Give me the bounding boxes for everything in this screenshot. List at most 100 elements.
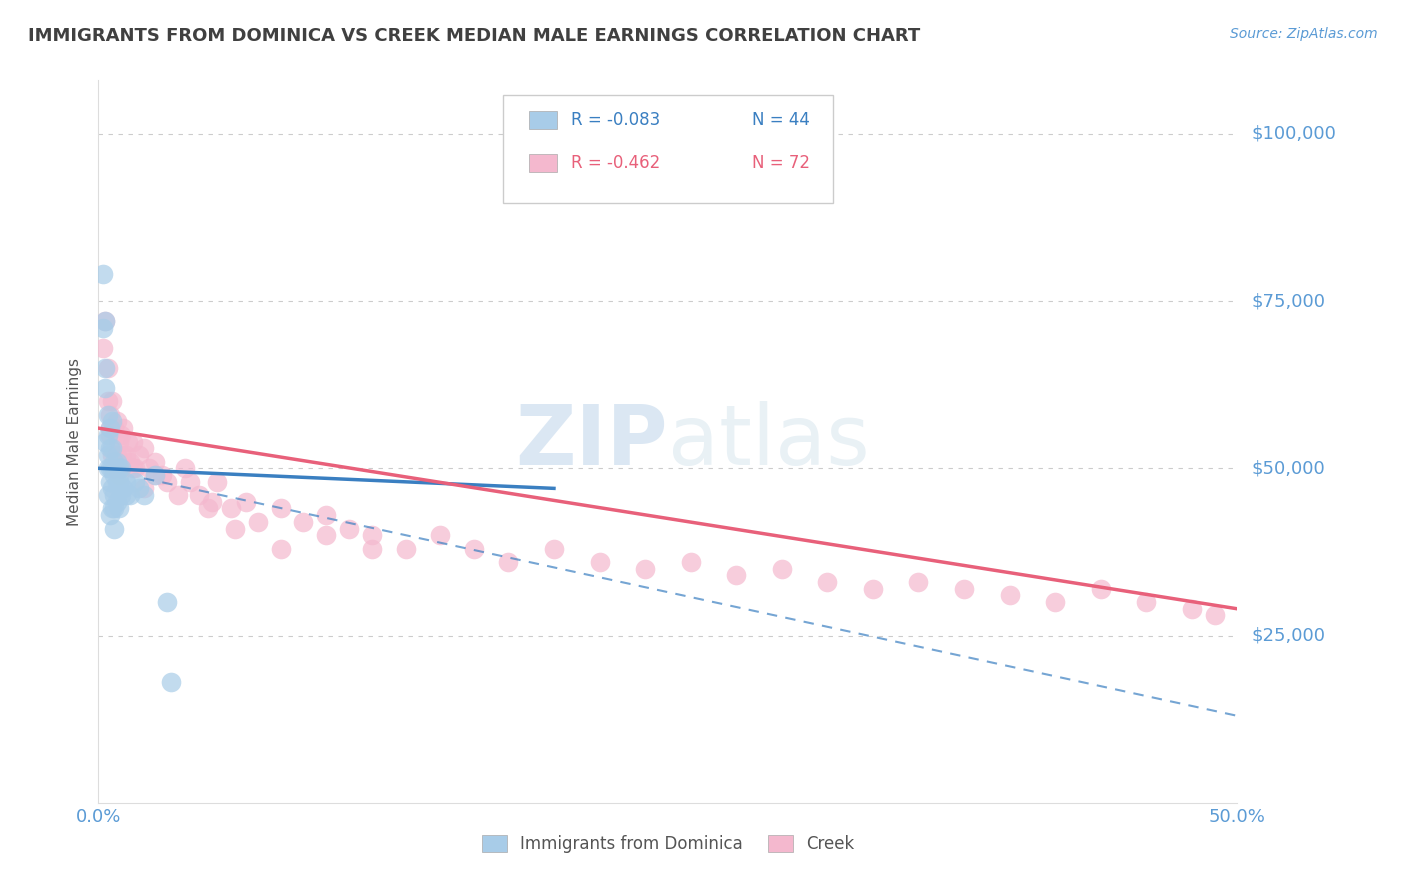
Point	[110, 461, 132, 475]
Point	[124, 461, 146, 475]
Point	[94, 361, 117, 376]
Text: R = -0.462: R = -0.462	[571, 154, 661, 172]
Text: $50,000: $50,000	[1251, 459, 1324, 477]
Point	[108, 475, 131, 489]
Point	[429, 528, 451, 542]
Point	[101, 448, 124, 462]
Point	[117, 434, 139, 449]
Point	[98, 421, 121, 435]
Point	[108, 501, 131, 516]
Point	[96, 461, 118, 475]
Point	[121, 461, 143, 475]
Point	[498, 555, 520, 569]
Point	[815, 575, 838, 590]
FancyBboxPatch shape	[529, 154, 557, 172]
FancyBboxPatch shape	[529, 111, 557, 129]
Point	[1043, 595, 1066, 609]
Point	[96, 408, 118, 422]
FancyBboxPatch shape	[503, 95, 832, 203]
Point	[94, 434, 117, 449]
Point	[98, 461, 121, 475]
Point	[98, 427, 121, 442]
Point	[174, 461, 197, 475]
Text: $100,000: $100,000	[1251, 125, 1336, 143]
Point	[108, 434, 131, 449]
Point	[103, 421, 125, 435]
Point	[105, 475, 128, 489]
Point	[96, 427, 118, 442]
Point	[132, 488, 155, 502]
Point	[96, 448, 118, 462]
Point	[128, 448, 150, 462]
Point	[150, 467, 173, 482]
Point	[634, 562, 657, 576]
Point	[103, 461, 125, 475]
Point	[96, 394, 118, 409]
Point	[103, 521, 125, 535]
Point	[588, 555, 610, 569]
Point	[156, 595, 179, 609]
Text: ZIP: ZIP	[516, 401, 668, 482]
Point	[101, 482, 124, 496]
Point	[156, 475, 179, 489]
Point	[98, 475, 121, 489]
Point	[101, 441, 124, 455]
Point	[98, 408, 121, 422]
Point	[103, 488, 125, 502]
Point	[91, 268, 114, 282]
Text: R = -0.083: R = -0.083	[571, 111, 661, 129]
Point	[101, 461, 124, 475]
Point	[463, 541, 485, 556]
Point	[160, 675, 183, 690]
Point	[395, 541, 418, 556]
Point	[235, 494, 257, 508]
Point	[96, 488, 118, 502]
Point	[110, 461, 132, 475]
Point	[110, 427, 132, 442]
Point	[105, 414, 128, 428]
Point	[187, 488, 209, 502]
Point	[110, 488, 132, 502]
Point	[224, 521, 246, 535]
Point	[120, 488, 142, 502]
Point	[112, 482, 135, 496]
Point	[953, 582, 976, 596]
Point	[98, 421, 121, 435]
Point	[103, 454, 125, 469]
Point	[145, 467, 167, 482]
Point	[101, 414, 124, 428]
Point	[1090, 582, 1112, 596]
Point	[360, 541, 382, 556]
Point	[121, 434, 143, 449]
Point	[98, 441, 121, 455]
Point	[998, 589, 1021, 603]
Point	[105, 494, 128, 508]
Point	[907, 575, 929, 590]
Text: N = 72: N = 72	[752, 154, 810, 172]
Point	[98, 508, 121, 523]
Point	[103, 467, 125, 482]
Point	[114, 488, 136, 502]
Text: $75,000: $75,000	[1251, 292, 1326, 310]
Point	[94, 314, 117, 328]
Point	[128, 482, 150, 496]
Text: Source: ZipAtlas.com: Source: ZipAtlas.com	[1230, 27, 1378, 41]
Point	[197, 501, 219, 516]
Point	[1181, 602, 1204, 616]
Point	[108, 467, 131, 482]
Point	[862, 582, 884, 596]
Point	[101, 394, 124, 409]
Point	[145, 454, 167, 469]
Text: atlas: atlas	[668, 401, 869, 482]
Point	[145, 467, 167, 482]
Point	[114, 448, 136, 462]
Text: IMMIGRANTS FROM DOMINICA VS CREEK MEDIAN MALE EARNINGS CORRELATION CHART: IMMIGRANTS FROM DOMINICA VS CREEK MEDIAN…	[28, 27, 921, 45]
Point	[179, 475, 201, 489]
Point	[205, 475, 228, 489]
Point	[108, 461, 131, 475]
Point	[360, 528, 382, 542]
Point	[112, 421, 135, 435]
Point	[725, 568, 748, 582]
Point	[132, 441, 155, 455]
Point	[1204, 608, 1226, 623]
